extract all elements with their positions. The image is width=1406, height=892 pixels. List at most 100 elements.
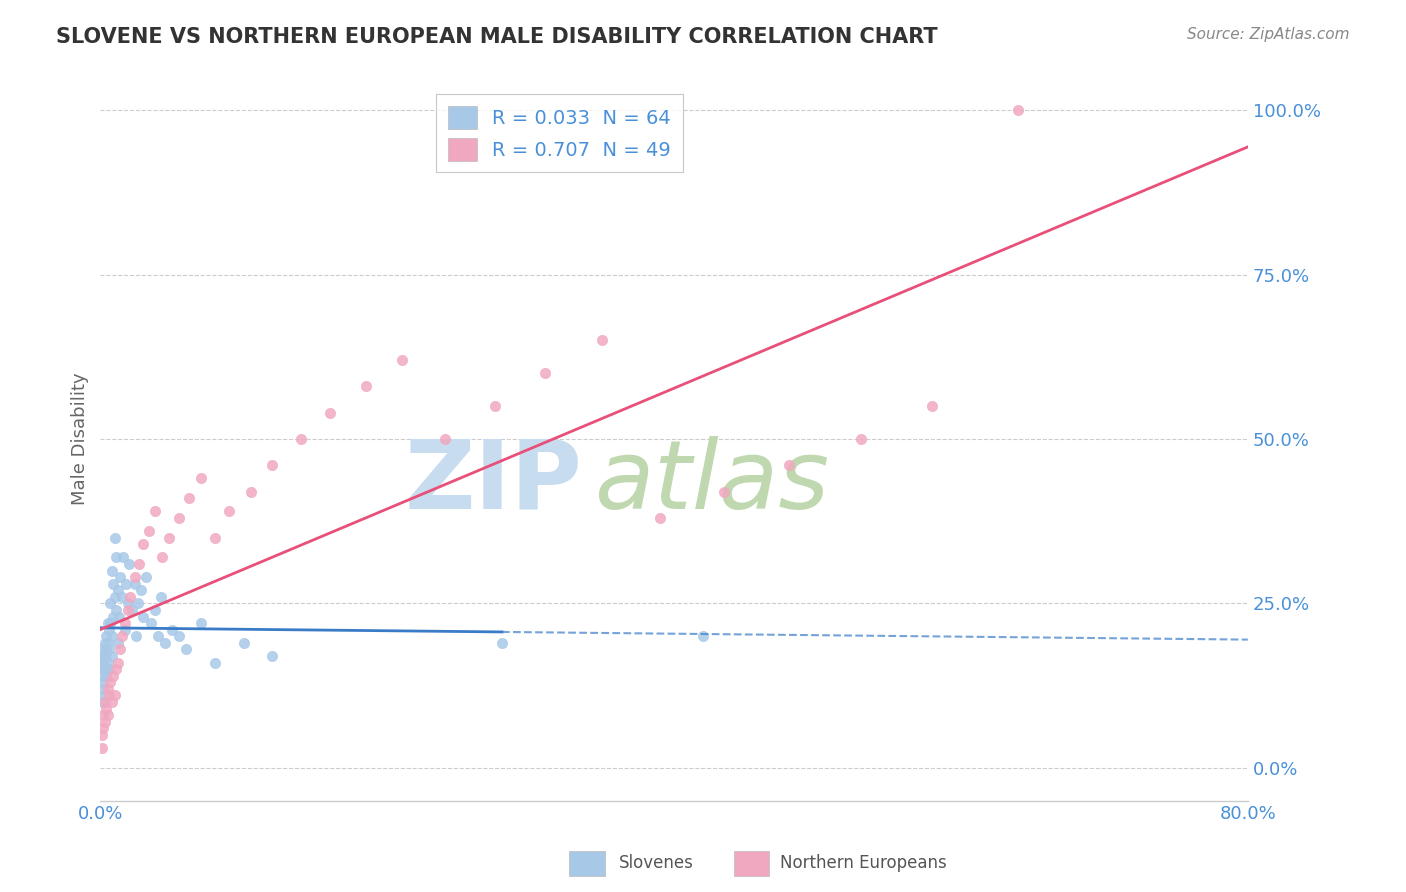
Point <box>167 511 190 525</box>
Point <box>648 511 671 525</box>
Point <box>104 531 127 545</box>
Point <box>103 609 125 624</box>
Point <box>97 623 120 637</box>
Point <box>591 334 613 348</box>
Point <box>120 590 142 604</box>
Point <box>125 629 148 643</box>
Point <box>117 596 139 610</box>
Point <box>94 701 117 715</box>
Point <box>124 576 146 591</box>
Point <box>97 642 120 657</box>
Point <box>94 629 117 643</box>
Point <box>218 504 240 518</box>
Point <box>90 669 112 683</box>
Point <box>262 648 284 663</box>
Y-axis label: Male Disability: Male Disability <box>72 373 89 506</box>
Point <box>91 656 114 670</box>
Point <box>97 689 120 703</box>
Point <box>90 642 112 657</box>
Point <box>232 636 254 650</box>
Point <box>354 379 377 393</box>
Point <box>491 636 513 650</box>
Point <box>204 656 226 670</box>
Point <box>111 590 134 604</box>
Point <box>101 648 124 663</box>
Point <box>93 662 115 676</box>
Point <box>107 583 129 598</box>
Point <box>94 669 117 683</box>
Point <box>143 603 166 617</box>
Point <box>112 550 135 565</box>
Text: Source: ZipAtlas.com: Source: ZipAtlas.com <box>1187 27 1350 42</box>
Point <box>153 636 176 650</box>
Point <box>204 531 226 545</box>
Point <box>96 681 118 696</box>
Point <box>91 681 114 696</box>
Point <box>157 531 180 545</box>
Point <box>110 642 132 657</box>
Point <box>93 648 115 663</box>
Point <box>91 648 114 663</box>
Point <box>104 590 127 604</box>
Point <box>94 642 117 657</box>
Point <box>1007 103 1029 118</box>
Point <box>90 656 112 670</box>
Point <box>179 491 201 506</box>
Point <box>93 689 115 703</box>
Point <box>121 603 143 617</box>
Point <box>90 695 112 709</box>
Point <box>96 656 118 670</box>
Point <box>190 471 212 485</box>
Text: Northern Europeans: Northern Europeans <box>780 855 948 872</box>
Point <box>110 570 132 584</box>
Point <box>143 504 166 518</box>
Point <box>149 590 172 604</box>
Point <box>96 636 118 650</box>
Point <box>921 399 943 413</box>
Point <box>100 596 122 610</box>
Point <box>135 570 157 584</box>
Point <box>101 629 124 643</box>
Point <box>167 629 190 643</box>
Point <box>433 432 456 446</box>
Point <box>129 583 152 598</box>
Point <box>111 629 134 643</box>
Point <box>290 432 312 446</box>
Point <box>107 636 129 650</box>
Point <box>150 550 173 565</box>
Point <box>114 616 136 631</box>
Point <box>93 714 115 729</box>
Point <box>103 669 125 683</box>
Point <box>239 484 262 499</box>
Point <box>262 458 284 473</box>
Point <box>138 524 160 538</box>
Point <box>849 432 872 446</box>
Text: atlas: atlas <box>593 436 828 529</box>
Point <box>105 603 128 617</box>
Legend: R = 0.033  N = 64, R = 0.707  N = 49: R = 0.033 N = 64, R = 0.707 N = 49 <box>436 95 683 172</box>
Point <box>97 662 120 676</box>
Text: Slovenes: Slovenes <box>619 855 693 872</box>
Point <box>713 484 735 499</box>
Point <box>93 636 115 650</box>
Point <box>91 662 114 676</box>
Point <box>124 570 146 584</box>
Point <box>190 616 212 631</box>
Point <box>100 616 122 631</box>
Point <box>104 689 127 703</box>
Point <box>96 708 118 723</box>
Point <box>101 695 124 709</box>
Point <box>132 537 155 551</box>
Point <box>778 458 800 473</box>
Point <box>176 642 198 657</box>
Text: ZIP: ZIP <box>405 436 582 529</box>
Point <box>127 596 149 610</box>
Point <box>115 576 138 591</box>
Point <box>105 662 128 676</box>
Point <box>93 695 115 709</box>
Point <box>91 721 114 735</box>
Point <box>146 629 169 643</box>
Point <box>105 550 128 565</box>
Point <box>391 353 413 368</box>
Point <box>128 557 150 571</box>
